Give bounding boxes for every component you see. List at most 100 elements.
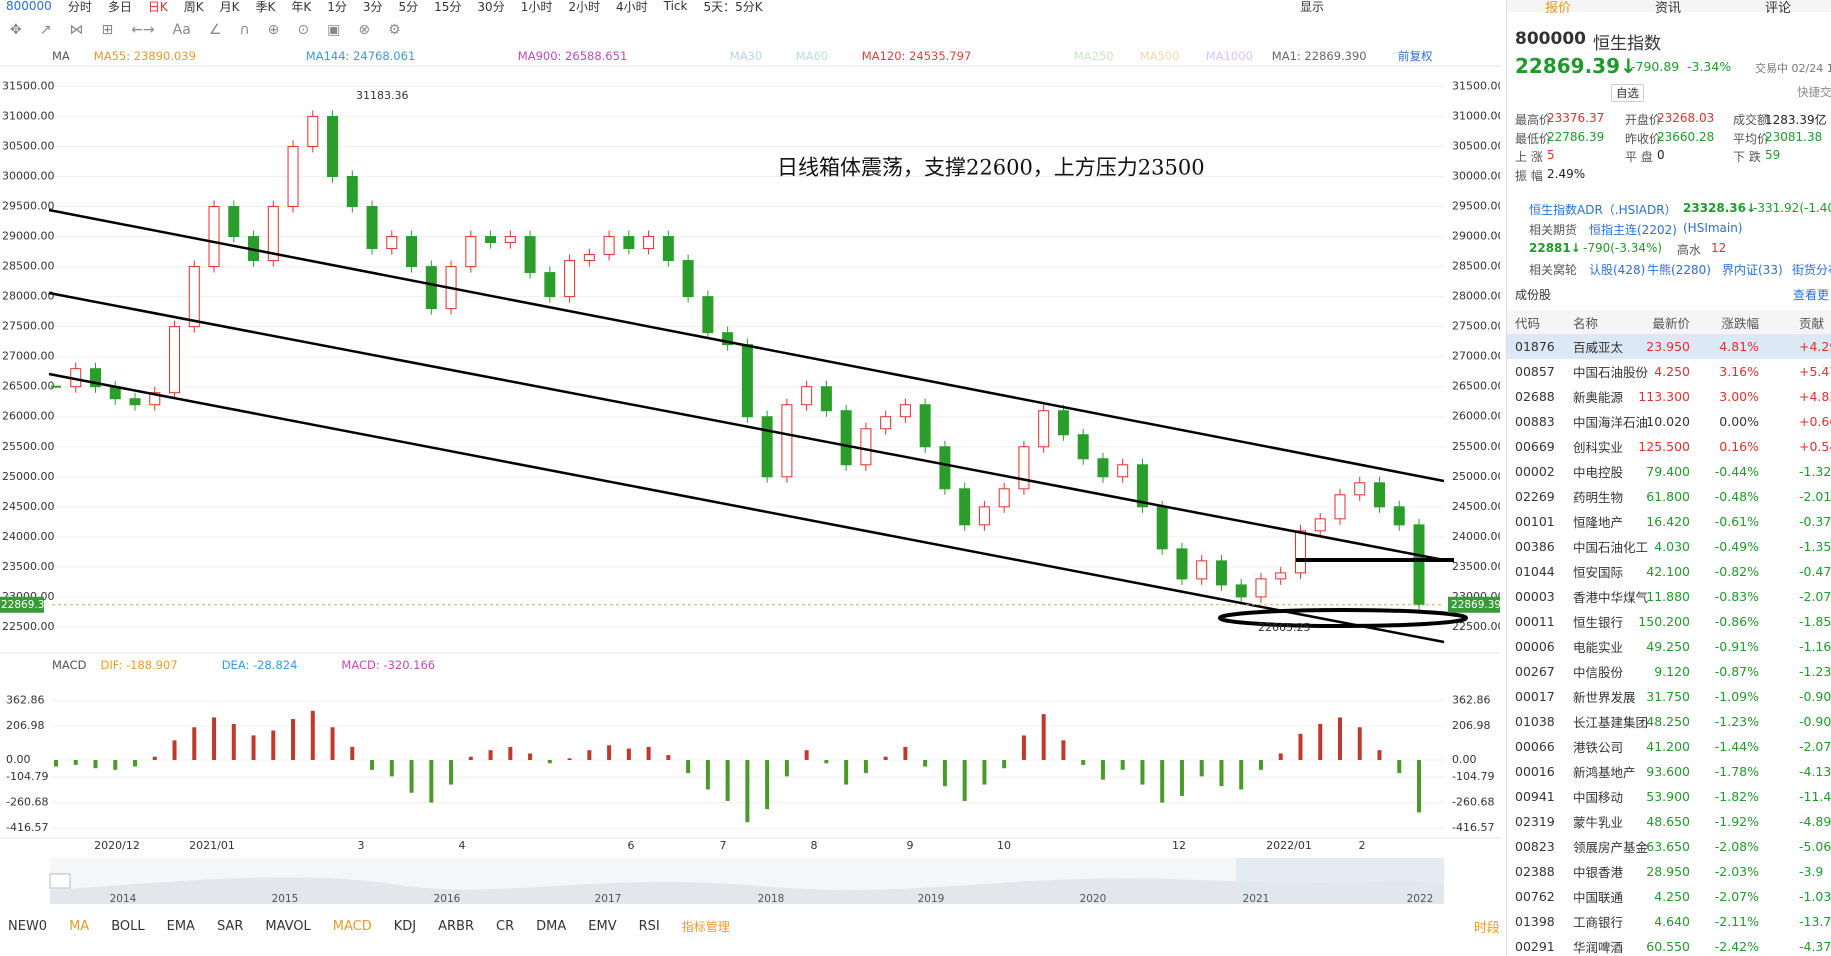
ma-item[interactable]: MA900: 26588.651 [517, 49, 628, 63]
table-row[interactable]: 01876 百威亚太 23.950 4.81% +4.29 [1507, 334, 1831, 359]
tool-icon[interactable]: ↗ [39, 22, 52, 38]
indicator-tab[interactable]: CR [496, 918, 515, 934]
table-row[interactable]: 00386 中国石油化工 4.030 -0.49% -1.35 [1507, 534, 1831, 559]
adjust-label[interactable]: 前复权 [1398, 49, 1433, 63]
table-row[interactable]: 00002 中电控股 79.400 -0.44% -1.32 [1507, 459, 1831, 484]
warrant-link[interactable]: 认股(428) [1589, 263, 1646, 277]
column-header[interactable]: 最新价 [1652, 316, 1690, 331]
period-option[interactable]: 5天：5分K [703, 0, 763, 14]
tool-icon[interactable]: ←→ [131, 22, 155, 38]
period-button-label[interactable]: 时段 [1474, 920, 1501, 936]
panel-tab[interactable]: 资讯 [1655, 1, 1682, 16]
table-row[interactable]: 00003 香港中华煤气 11.880 -0.83% -2.07 [1507, 584, 1831, 609]
macd-item[interactable]: DIF: -188.907 [100, 658, 178, 672]
indicator-tab[interactable]: DMA [536, 918, 567, 934]
period-option[interactable]: 30分 [477, 0, 505, 14]
macd-item[interactable]: DEA: -28.824 [221, 658, 298, 672]
futures-code[interactable]: (HSImain) [1683, 221, 1743, 235]
indicator-tab[interactable]: KDJ [393, 918, 417, 934]
indicator-tab[interactable]: EMV [588, 918, 617, 934]
period-option[interactable]: 15分 [434, 0, 462, 14]
panel-tab[interactable]: 评论 [1765, 1, 1792, 16]
period-option[interactable]: 月K [219, 0, 240, 14]
table-row[interactable]: 00762 中国联通 4.250 -2.07% -1.03 [1507, 884, 1831, 909]
tool-icon[interactable]: ∩ [239, 22, 250, 38]
indicator-tab[interactable]: BOLL [111, 918, 145, 934]
table-row[interactable]: 02388 中银香港 28.950 -2.03% -3.9 [1507, 859, 1831, 884]
table-row[interactable]: 00857 中国石油股份 4.250 3.16% +5.47 [1507, 359, 1831, 384]
period-option[interactable]: 1分 [327, 0, 347, 14]
tool-icon[interactable]: ⚙ [388, 22, 401, 38]
warrant-link[interactable]: 界内证(33) [1722, 263, 1783, 277]
overview-window[interactable] [1236, 858, 1444, 904]
table-row[interactable]: 00011 恒生银行 150.200 -0.86% -1.85 [1507, 609, 1831, 634]
table-row[interactable]: 02319 蒙牛乳业 48.650 -1.92% -4.89 [1507, 809, 1831, 834]
adr-label[interactable]: 恒生指数ADR（.HSIADR） [1529, 203, 1677, 217]
table-row[interactable]: 01398 工商银行 4.640 -2.11% -13.72 [1507, 909, 1831, 934]
panel-tab[interactable]: 报价 [1545, 1, 1572, 16]
table-row[interactable]: 00669 创科实业 125.500 0.16% +0.54 [1507, 434, 1831, 459]
tool-icon[interactable]: ⊙ [297, 22, 310, 38]
watch-button[interactable]: 自选 [1611, 84, 1644, 102]
display-label[interactable]: 显示 [1300, 0, 1325, 14]
period-button[interactable]: 时段 [1474, 916, 1500, 936]
column-header[interactable]: 贡献 [1799, 316, 1825, 331]
macd-item[interactable]: MACD: -320.166 [341, 658, 436, 672]
ma-item[interactable]: MA1000 [1205, 49, 1253, 63]
indicator-tab[interactable]: MAVOL [265, 918, 311, 934]
table-row[interactable]: 01044 恒安国际 42.100 -0.82% -0.47 [1507, 559, 1831, 584]
period-option[interactable]: 多日 [107, 0, 132, 14]
tool-icon[interactable]: ✥ [10, 22, 22, 38]
indicator-tab[interactable]: RSI [638, 918, 660, 934]
period-option[interactable]: 3分 [362, 0, 383, 14]
ma-item[interactable]: MA120: 24535.797 [861, 49, 972, 63]
table-row[interactable]: 00101 恒隆地产 16.420 -0.61% -0.37 [1507, 509, 1831, 534]
table-row[interactable]: 00941 中国移动 53.900 -1.82% -11.42 [1507, 784, 1831, 809]
period-option[interactable]: 5分 [398, 0, 419, 14]
tool-icon[interactable]: ⊗ [358, 22, 371, 38]
warrant-link[interactable]: 街货分布 [1792, 263, 1831, 277]
table-row[interactable]: 00291 华润啤酒 60.550 -2.42% -4.37 [1507, 934, 1831, 956]
tool-icon[interactable]: ∠ [208, 22, 222, 38]
warrant-link[interactable]: 牛熊(2280) [1647, 263, 1711, 277]
indicator-tab[interactable]: SAR [216, 918, 244, 934]
overview-handle[interactable] [49, 873, 71, 889]
ma-item[interactable]: MA1: 22869.390 [1271, 49, 1367, 63]
period-option[interactable]: 年K [291, 0, 312, 14]
tool-icon[interactable]: ⊞ [101, 22, 114, 38]
ma-item[interactable]: MA55: 23890.039 [93, 49, 196, 63]
table-row[interactable]: 01038 长江基建集团 48.250 -1.23% -0.90 [1507, 709, 1831, 734]
indicator-tab[interactable]: MACD [332, 918, 372, 934]
period-option[interactable]: 周K [183, 0, 204, 14]
table-row[interactable]: 00267 中信股份 9.120 -0.87% -1.23 [1507, 659, 1831, 684]
tool-icon[interactable]: Aa [172, 22, 191, 38]
indicator-tab[interactable]: MA [69, 918, 90, 934]
table-row[interactable]: 02688 新奥能源 113.300 3.00% +4.83 [1507, 384, 1831, 409]
table-row[interactable]: 00017 新世界发展 31.750 -1.09% -0.90 [1507, 684, 1831, 709]
adjust-button[interactable]: 前复权 [1398, 48, 1433, 64]
tool-icon[interactable]: ⊕ [267, 22, 280, 38]
period-option[interactable]: 季K [255, 0, 276, 14]
column-header[interactable]: 涨跌幅 [1721, 316, 1759, 331]
period-option[interactable]: 2小时 [568, 0, 600, 14]
indicator-tab[interactable]: EMA [166, 918, 195, 934]
period-option[interactable]: 分时 [67, 0, 92, 14]
period-option[interactable]: 4小时 [615, 0, 648, 14]
indicator-tab[interactable]: ARBR [438, 918, 475, 934]
indicator-tab[interactable]: NEW0 [8, 918, 48, 934]
table-row[interactable]: 00006 电能实业 49.250 -0.91% -1.16 [1507, 634, 1831, 659]
display-menu[interactable]: 显示 [1300, 0, 1325, 14]
futures-name[interactable]: 恒指主连(2202) [1589, 223, 1677, 237]
quick-trade[interactable]: 快捷交 [1797, 85, 1831, 99]
ma-item[interactable]: MA60 [795, 49, 829, 63]
period-option[interactable]: Tick [663, 0, 688, 13]
tool-icon[interactable]: ▣ [327, 22, 341, 38]
more-link[interactable]: 查看更 [1793, 288, 1830, 302]
indicator-tab[interactable]: 指标管理 [681, 919, 730, 934]
ma-item[interactable]: MA30 [729, 49, 763, 63]
table-row[interactable]: 00823 领展房产基金 63.650 -2.08% -5.06 [1507, 834, 1831, 859]
column-header[interactable]: 代码 [1515, 316, 1541, 331]
ma-item[interactable]: MA144: 24768.061 [305, 49, 416, 63]
tool-icon[interactable]: ⋈ [69, 22, 84, 38]
